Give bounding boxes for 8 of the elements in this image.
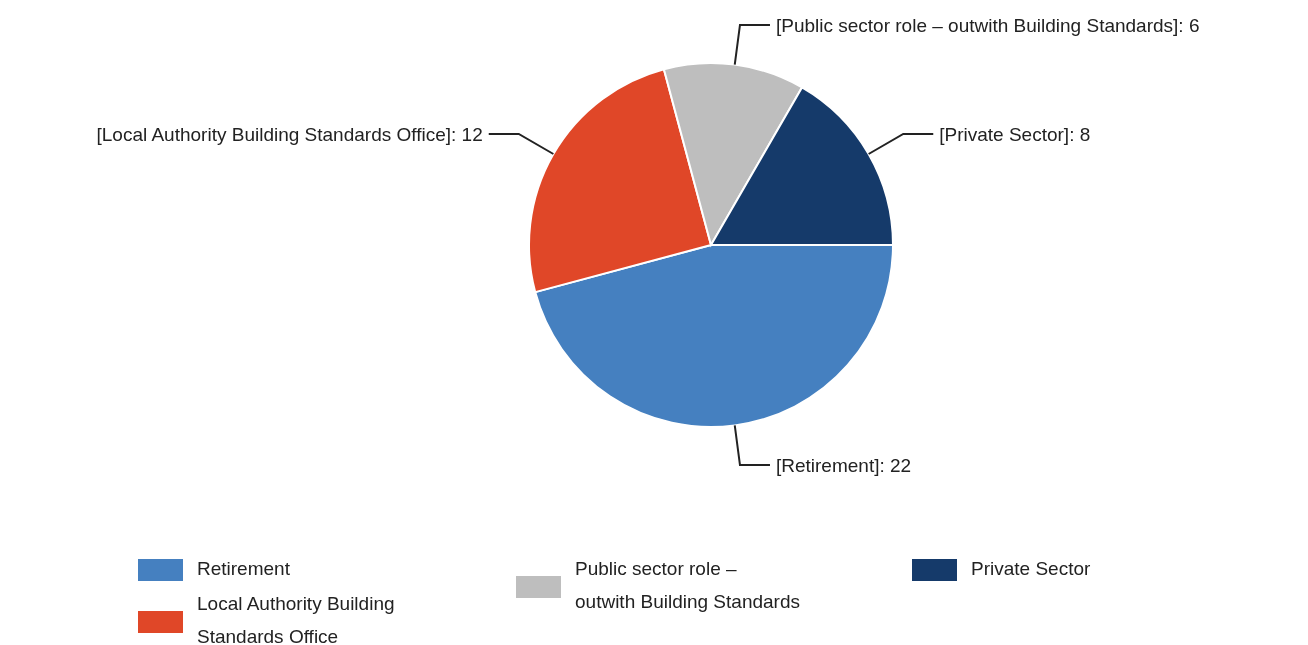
data-label: [Retirement]: 22 [775, 454, 912, 476]
data-label: [Local Authority Building Standards Office]: 12 [96, 123, 483, 145]
data-label: [Private Sector]: 8 [939, 123, 1091, 145]
legend-label: Public sector role – outwith Building Standards [575, 558, 800, 613]
legend-label: Local Authority Building Standards Office [197, 593, 395, 645]
legend-label: Retirement [197, 557, 291, 579]
data-label: [Public sector role – outwith Building Standards]: 6 [775, 14, 1200, 36]
legend-label: Private Sector [971, 557, 1091, 579]
